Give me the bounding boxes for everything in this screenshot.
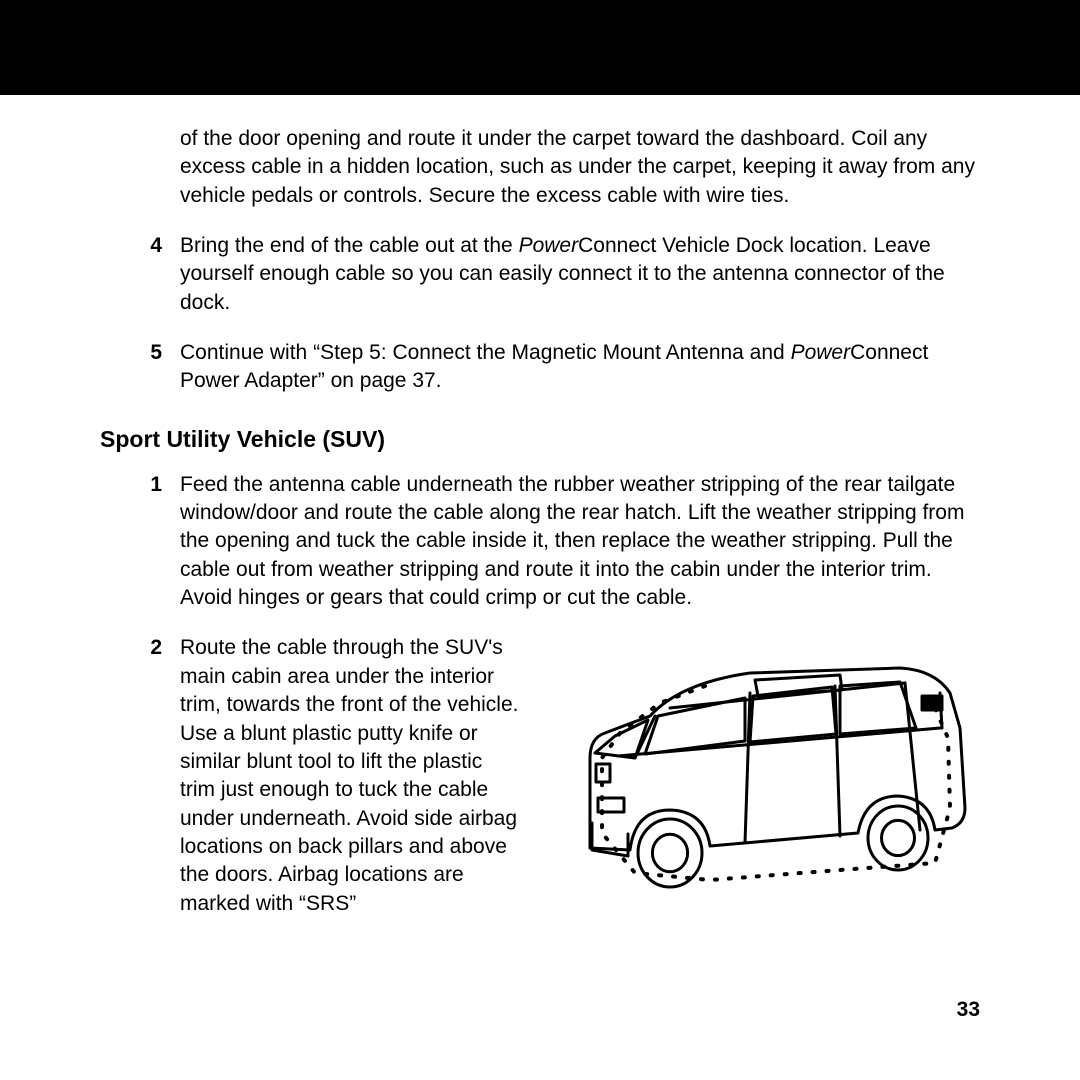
- step-text: Feed the antenna cable underneath the ru…: [180, 471, 980, 613]
- step-number: [100, 125, 180, 210]
- text-run: Route the cable through the SUV's main c…: [180, 636, 518, 914]
- step-item: 1Feed the antenna cable underneath the r…: [100, 471, 980, 613]
- step-item: 5Continue with “Step 5: Connect the Magn…: [100, 339, 980, 396]
- text-run: Feed the antenna cable underneath the ru…: [180, 473, 964, 609]
- text-run: Power: [519, 234, 579, 257]
- step-item: of the door opening and route it under t…: [100, 125, 980, 210]
- section-heading: Sport Utility Vehicle (SUV): [100, 426, 980, 453]
- step-item: 4Bring the end of the cable out at the P…: [100, 232, 980, 317]
- upper-step-list: of the door opening and route it under t…: [100, 125, 980, 396]
- page-content: of the door opening and route it under t…: [0, 95, 1080, 918]
- step-number: 5: [100, 339, 180, 396]
- page-number: 33: [957, 998, 980, 1022]
- step-number: 2: [100, 634, 180, 918]
- text-run: of the door opening and route it under t…: [180, 127, 975, 207]
- suv-diagram: [540, 638, 980, 918]
- step-number: 1: [100, 471, 180, 613]
- step-item: 2Route the cable through the SUV's main …: [100, 634, 980, 918]
- step-text: Continue with “Step 5: Connect the Magne…: [180, 339, 980, 396]
- step-text: of the door opening and route it under t…: [180, 125, 980, 210]
- text-run: Bring the end of the cable out at the: [180, 234, 519, 257]
- text-run: Continue with “Step 5: Connect the Magne…: [180, 341, 791, 364]
- step-text: Route the cable through the SUV's main c…: [180, 634, 980, 918]
- top-bar: [0, 0, 1080, 95]
- step-text: Bring the end of the cable out at the Po…: [180, 232, 980, 317]
- text-run: Power: [791, 341, 851, 364]
- step-number: 4: [100, 232, 180, 317]
- suv-step-list: 1Feed the antenna cable underneath the r…: [100, 471, 980, 919]
